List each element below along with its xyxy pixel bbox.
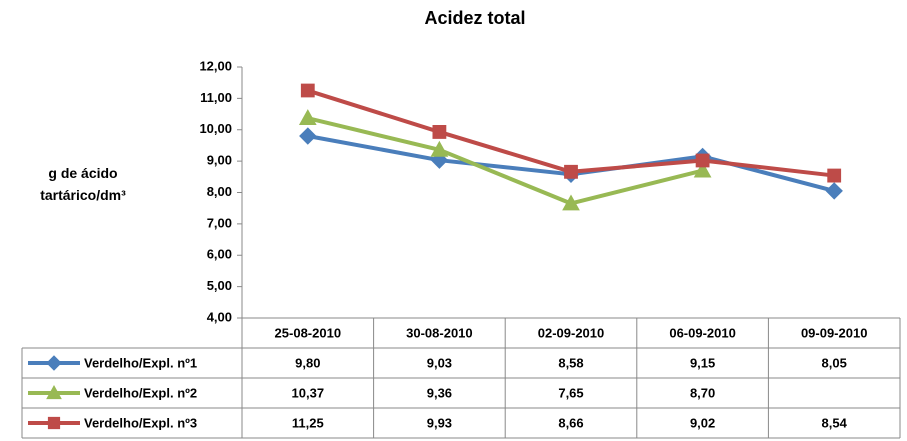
y-tick-label: 11,00 [200,90,232,105]
x-tick-label: 25-08-2010 [275,325,342,340]
data-point [298,109,317,126]
table-value: 9,02 [690,415,715,430]
data-point [693,161,712,178]
table-value: 9,80 [295,355,320,370]
data-point [432,125,447,139]
table-value: 8,58 [558,355,583,370]
data-point [299,127,317,145]
data-point [300,83,315,98]
y-tick-label: 8,00 [207,184,232,199]
y-tick-label: 6,00 [207,247,232,262]
x-tick-label: 09-09-2010 [801,325,868,340]
y-tick-label: 12,00 [199,58,232,73]
chart-title: Acidez total [424,8,525,28]
legend-marker [46,355,62,371]
table-value: 10,37 [292,385,325,400]
y-tick-label: 4,00 [207,309,232,324]
data-point [825,182,843,200]
table-value: 8,54 [822,415,848,430]
table-value: 8,70 [690,385,715,400]
y-tick-label: 5,00 [207,278,232,293]
x-tick-label: 06-09-2010 [669,325,736,340]
y-axis-label: g de ácido tartárico/dm³ [40,165,126,203]
y-tick-label: 10,00 [199,121,232,136]
table-value: 8,05 [822,355,847,370]
table-value: 8,66 [558,415,583,430]
legend-marker [47,416,61,430]
legend-marker [46,384,62,400]
legend-label: Verdelho/Expl. nº1 [84,355,197,370]
data-point [827,168,842,183]
y-tick-label: 7,00 [207,215,232,230]
data-point [564,164,578,179]
data-point [562,194,580,211]
data-point [430,140,449,157]
data-point [695,153,710,168]
table-value: 9,36 [427,385,452,400]
table-value: 9,93 [427,415,452,430]
series-line [307,88,835,178]
table-value: 9,15 [690,355,715,370]
table-value: 11,25 [292,415,324,430]
table-value: 7,65 [558,385,583,400]
table-value: 9,03 [427,355,452,370]
legend-label: Verdelho/Expl. nº2 [84,385,197,400]
series-line [307,116,704,206]
x-tick-label: 30-08-2010 [406,325,473,340]
legend-label: Verdelho/Expl. nº3 [84,415,197,430]
y-tick-label: 9,00 [207,153,232,168]
x-tick-label: 02-09-2010 [538,325,605,340]
